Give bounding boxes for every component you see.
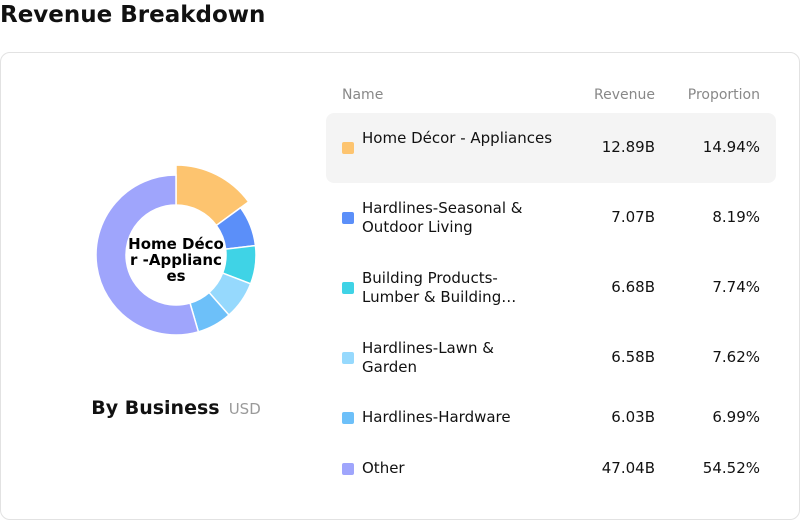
row-revenue: 12.89B xyxy=(601,138,655,156)
legend-swatch xyxy=(342,352,354,364)
row-name: Other xyxy=(362,459,405,477)
chart-caption: By Business USD xyxy=(1,397,351,419)
row-proportion: 8.19% xyxy=(712,208,760,226)
row-revenue: 6.03B xyxy=(611,408,655,426)
row-name: Hardlines-Lawn & Garden xyxy=(362,339,494,376)
legend-swatch xyxy=(342,282,354,294)
donut-slice[interactable] xyxy=(95,174,200,336)
header-name: Name xyxy=(342,87,384,103)
row-proportion: 14.94% xyxy=(702,138,760,156)
row-proportion: 7.74% xyxy=(712,278,760,296)
donut-chart-area: Home Décor -Appliances By Business USD xyxy=(1,53,326,520)
table-row[interactable]: Hardlines-Seasonal & Outdoor Living 7.07B… xyxy=(326,183,776,253)
donut-center-label: Home Décor -Appliances xyxy=(128,236,224,284)
breakdown-table: Name Revenue Proportion Home Décor - App… xyxy=(326,53,776,495)
donut-slice[interactable] xyxy=(175,164,250,227)
donut-chart xyxy=(95,164,257,336)
row-proportion: 54.52% xyxy=(702,459,760,477)
revenue-card: Home Décor -Appliances By Business USD N… xyxy=(0,52,800,520)
row-proportion: 6.99% xyxy=(712,408,760,426)
table-body: Home Décor - Appliances 12.89B 14.94% Hardl… xyxy=(326,113,776,495)
legend-swatch xyxy=(342,412,354,424)
table-row[interactable]: Home Décor - Appliances 12.89B 14.94% xyxy=(326,113,776,183)
table-row[interactable]: Building Products-Lumber & Building… 6.68… xyxy=(326,253,776,323)
chart-caption-title: By Business xyxy=(91,397,220,419)
row-name: Home Décor - Appliances xyxy=(362,129,552,147)
table-row[interactable]: Other 47.04B 54.52% xyxy=(326,443,776,495)
row-proportion: 7.62% xyxy=(712,348,760,366)
row-revenue: 7.07B xyxy=(611,208,655,226)
table-row[interactable]: Hardlines-Lawn & Garden 6.58B 7.62% xyxy=(326,323,776,393)
legend-swatch xyxy=(342,212,354,224)
row-revenue: 6.68B xyxy=(611,278,655,296)
row-revenue: 47.04B xyxy=(601,459,655,477)
table-row[interactable]: Hardlines-Hardware 6.03B 6.99% xyxy=(326,393,776,443)
row-name: Hardlines-Seasonal & Outdoor Living xyxy=(362,199,523,236)
page-title: Revenue Breakdown xyxy=(0,2,266,28)
table-header: Name Revenue Proportion xyxy=(326,53,776,113)
legend-swatch xyxy=(342,463,354,475)
row-revenue: 6.58B xyxy=(611,348,655,366)
header-revenue: Revenue xyxy=(594,87,655,103)
row-name: Hardlines-Hardware xyxy=(362,408,511,426)
chart-caption-unit: USD xyxy=(228,400,261,418)
header-proportion: Proportion xyxy=(687,87,760,103)
legend-swatch xyxy=(342,142,354,154)
row-name: Building Products-Lumber & Building… xyxy=(362,269,517,306)
